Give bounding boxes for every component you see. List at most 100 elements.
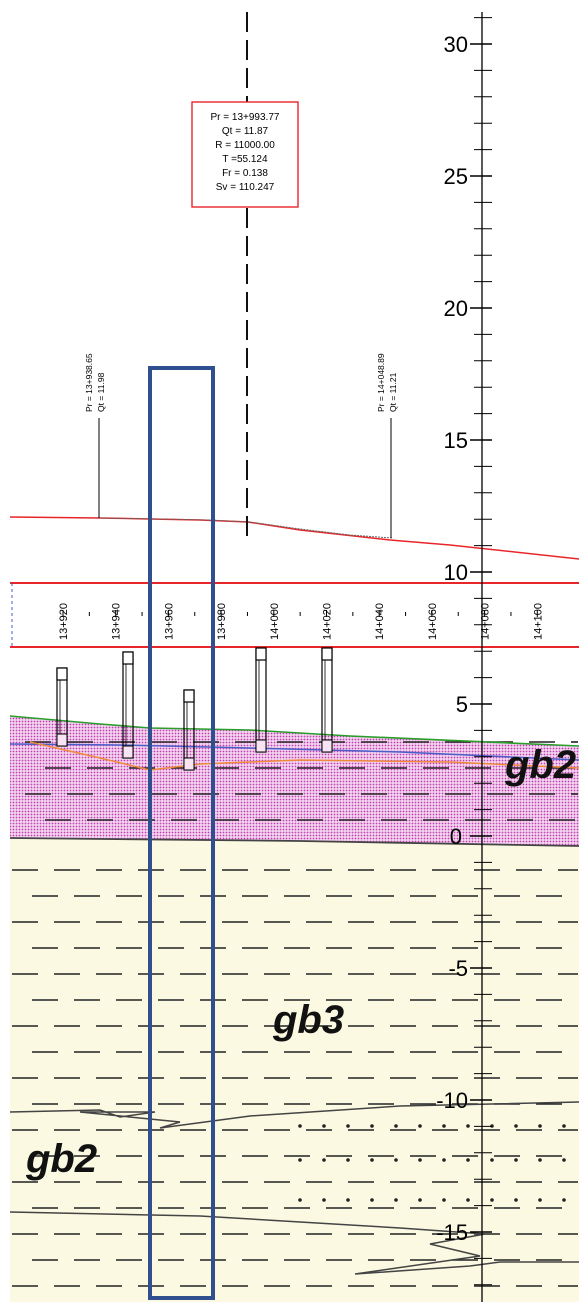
hatch-dot [538,1124,542,1128]
hatch-dot [466,1198,470,1202]
hatch-dot [442,1158,446,1162]
axis-label-15: 15 [444,428,468,453]
hatch-dot [370,1198,374,1202]
gb2-layer-upper [10,716,579,846]
hatch-dot [370,1124,374,1128]
borehole-bottom [56,733,68,747]
hatch-dot [466,1124,470,1128]
hatch-dot [418,1158,422,1162]
borehole-cap [321,647,333,661]
orange-line [29,741,579,771]
layer-boundaries [9,715,579,1275]
curve-label-box [191,101,299,208]
lower-boundary-1 [9,1101,579,1129]
chainage-label: 13+980 [216,603,228,640]
layer-hatch [12,741,578,1287]
chainage-label: 13+960 [163,603,175,640]
hatch-dot [346,1124,350,1128]
hatch-dot [514,1158,518,1162]
hatch-dot [490,1198,494,1202]
hatch-dot [538,1158,542,1162]
hatch-dot [394,1158,398,1162]
hatch-dot [562,1158,566,1162]
hatch-dot [346,1198,350,1202]
lower-boundary-2 [9,1211,579,1275]
chainage-label: 14+040 [374,603,386,640]
elevation-axis: 30 25 20 15 10 5 0 -5 -10 -15 [436,12,492,1302]
hatch-dot [346,1158,350,1162]
zone-gb3: gb3 [272,998,344,1042]
curve-fr: Fr = 0.138 [222,168,268,179]
hatch-dot [370,1158,374,1162]
soil-layers [10,716,579,1302]
highlight-box [148,366,215,1300]
borehole-cap [183,689,195,703]
curve-t: T =55.124 [222,154,268,165]
hatch-dot [562,1198,566,1202]
axis-label-minus-5: -5 [448,956,468,981]
pv-2-qt: Qt = 11.21 [388,372,398,412]
gb2-gb3-boundary [9,837,579,847]
axis-label-0: 0 [450,824,462,849]
hatch-dot [562,1124,566,1128]
pv-markers: Pr = 13+938.65 Qt = 11.98 Pr = 14+048.89… [84,353,398,538]
axis-label-minus-15: -15 [436,1220,468,1245]
borehole-bottom [122,745,134,759]
hatch-dot [322,1124,326,1128]
profile [9,516,579,560]
chainage-label: 14+020 [322,603,334,640]
borehole-cap [255,647,267,661]
hatch-dot [442,1198,446,1202]
borehole-bottom [183,757,195,771]
borehole-bottom [321,739,333,753]
pv-1-qt: Qt = 11.98 [96,372,106,412]
hatch-dot [298,1124,302,1128]
terrain-line [9,516,579,560]
ground-line [9,715,579,747]
axis-label-minus-10: -10 [436,1088,468,1113]
zone-gb2-lower: gb2 [25,1137,97,1181]
pv-2-pr: Pr = 14+048.89 [376,353,386,412]
chainage-label: 14+060 [427,603,439,640]
hatch-dot [442,1124,446,1128]
zone-labels: gb2 gb3 gb2 [25,743,576,1181]
hatch-dot [490,1158,494,1162]
hatch-dot [418,1124,422,1128]
gb3-layer [10,838,579,1302]
zone-gb2-upper: gb2 [504,743,576,787]
hatch-dot [466,1158,470,1162]
hatch-dot [418,1198,422,1202]
axis-label-5: 5 [456,692,468,717]
axis-label-20: 20 [444,296,468,321]
borehole-bottom [255,739,267,753]
pv-1-pr: Pr = 13+938.65 [84,353,94,412]
axis-label-25: 25 [444,164,468,189]
curve-sv: Sv = 110.247 [216,182,275,193]
vertical-curve: Pr = 13+993.77 Qt = 11.87 R = 11000.00 T… [191,12,299,540]
chainage-label: 13+920 [58,603,70,640]
hatch-dot [298,1198,302,1202]
chainage-label: 14+000 [269,603,281,640]
borehole-cap [56,667,68,681]
chainage-label: 14+100 [532,603,544,640]
curve-r: R = 11000.00 [215,140,275,151]
curve-pr: Pr = 13+993.77 [211,112,280,123]
borehole-cap [122,651,134,665]
axis-label-30: 30 [444,32,468,57]
hatch-dot [514,1198,518,1202]
hatch-dot [394,1124,398,1128]
boreholes [56,647,333,771]
curve-qt: Qt = 11.87 [222,126,269,137]
hatch-dot [322,1158,326,1162]
hatch-dot [538,1198,542,1202]
hatch-dot [514,1124,518,1128]
hatch-dot [394,1198,398,1202]
chainage-band: 13+920 13+940 13+960 13+980 14+000 14+020 14+0… [10,582,579,648]
water-line [9,743,579,761]
existing-ground-line [99,517,393,539]
hatch-dot [298,1158,302,1162]
hatch-dot [322,1198,326,1202]
axis-label-10: 10 [444,560,468,585]
